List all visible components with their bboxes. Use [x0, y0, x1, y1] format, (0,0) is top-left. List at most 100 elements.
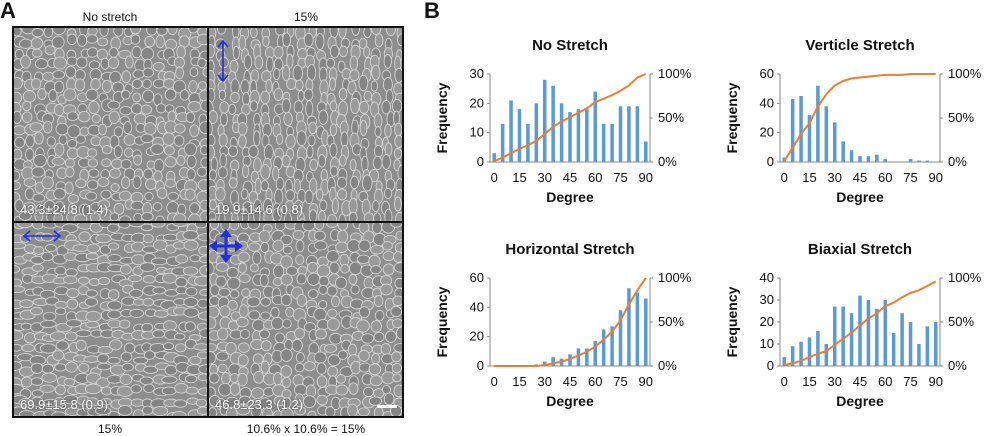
bar — [917, 344, 921, 366]
x-tick-label: 90 — [639, 170, 653, 185]
caption-biaxial-stretch: 10.6% x 10.6% = 15% — [246, 422, 366, 436]
bar — [593, 91, 598, 162]
bar — [875, 154, 879, 162]
x-tick-label: 15 — [802, 170, 816, 185]
horizontal-arrow-icon — [22, 230, 62, 242]
chart-title: Horizontal Stretch — [505, 241, 634, 258]
bar — [644, 141, 648, 162]
bar — [790, 98, 795, 162]
y-tick-label: 10 — [470, 125, 484, 140]
y-tick-label: 20 — [470, 329, 484, 344]
bar — [593, 341, 598, 366]
y-tick-label: 40 — [760, 95, 774, 110]
y2-tick-label: 100% — [658, 66, 692, 81]
bar — [559, 103, 564, 162]
x-tick-label: 60 — [588, 374, 602, 389]
bar — [551, 85, 555, 162]
caption-vertical-stretch: 15% — [293, 10, 319, 24]
x-tick-label: 75 — [613, 374, 627, 389]
bar — [925, 326, 930, 366]
bar — [585, 109, 589, 162]
x-axis-label: Degree — [836, 189, 884, 205]
x-tick-label: 15 — [802, 374, 816, 389]
y-tick-label: 30 — [470, 66, 484, 81]
bar — [542, 79, 547, 162]
bar — [610, 326, 614, 366]
x-tick-label: 75 — [613, 170, 627, 185]
y-tick-label: 0 — [477, 154, 484, 169]
y2-tick-label: 0% — [658, 154, 677, 169]
y-tick-label: 60 — [470, 270, 484, 285]
x-tick-label: 30 — [538, 374, 552, 389]
bar — [601, 329, 606, 366]
bar — [908, 159, 913, 162]
x-tick-label: 15 — [512, 170, 526, 185]
chart-title: Verticle Stretch — [805, 37, 914, 54]
bar — [891, 333, 896, 366]
bar — [526, 123, 530, 162]
cell-texture — [14, 28, 207, 221]
bar — [841, 306, 845, 366]
y-tick-label: 0 — [477, 358, 484, 373]
bar — [866, 300, 871, 366]
y-tick-label: 20 — [470, 95, 484, 110]
bar — [908, 322, 913, 366]
y-tick-label: 0 — [767, 358, 774, 373]
bar — [849, 313, 854, 366]
y-tick-label: 20 — [760, 314, 774, 329]
micrograph-grid: 43.3±24.8 (1.4) 19.9±14.6 (0.8) 69.9±15.… — [12, 26, 404, 418]
bar — [832, 122, 837, 162]
bar — [644, 298, 648, 366]
bar — [807, 115, 812, 162]
x-tick-label: 90 — [929, 170, 943, 185]
bar — [500, 123, 505, 162]
biaxial-arrow-icon — [209, 229, 243, 263]
bar — [824, 106, 829, 162]
x-tick-label: 15 — [512, 374, 526, 389]
chart-title: No Stretch — [532, 37, 608, 54]
bar — [618, 106, 623, 162]
bar — [883, 159, 888, 162]
y2-tick-label: 0% — [948, 154, 967, 169]
cumulative-line — [494, 277, 647, 367]
bar — [816, 330, 820, 366]
x-tick-label: 0 — [491, 374, 498, 389]
bar — [799, 96, 803, 162]
bar — [832, 306, 837, 366]
y2-tick-label: 50% — [948, 314, 974, 329]
y2-tick-label: 50% — [658, 314, 684, 329]
bar — [576, 109, 581, 162]
y2-tick-label: 100% — [948, 270, 982, 285]
bar — [925, 160, 930, 162]
bar — [542, 361, 547, 366]
y2-tick-label: 0% — [948, 358, 967, 373]
chart-title: Biaxial Stretch — [808, 241, 912, 258]
y2-tick-label: 0% — [658, 358, 677, 373]
bar — [816, 85, 820, 162]
bar — [883, 300, 888, 366]
x-tick-label: 0 — [781, 170, 788, 185]
vertical-arrow-icon — [217, 39, 229, 83]
bar — [534, 103, 539, 162]
panel-b-letter: B — [424, 0, 440, 23]
stat-horizontal-stretch: 69.9±15.8 (0.9) — [20, 397, 109, 412]
chart-verticle-stretch: Verticle Stretch Frequency Degree 0 20 40 60 0%… — [724, 37, 982, 205]
x-tick-label: 90 — [639, 374, 653, 389]
bar — [799, 341, 803, 366]
x-tick-label: 60 — [588, 170, 602, 185]
bar — [568, 354, 572, 366]
stat-no-stretch: 43.3±24.8 (1.4) — [20, 202, 109, 217]
stat-biaxial-stretch: 46.8±23.3 (1.2) — [215, 397, 304, 412]
bar — [601, 123, 606, 162]
bar — [875, 308, 879, 366]
bar — [627, 288, 631, 366]
bar — [849, 150, 854, 162]
y-tick-label: 10 — [760, 336, 774, 351]
bar — [635, 106, 640, 162]
y-tick-label: 0 — [767, 154, 774, 169]
x-tick-label: 45 — [853, 374, 867, 389]
cell-texture — [209, 223, 402, 416]
caption-horizontal-stretch: 15% — [97, 422, 123, 436]
bar — [568, 112, 572, 162]
cell-texture — [209, 28, 402, 221]
